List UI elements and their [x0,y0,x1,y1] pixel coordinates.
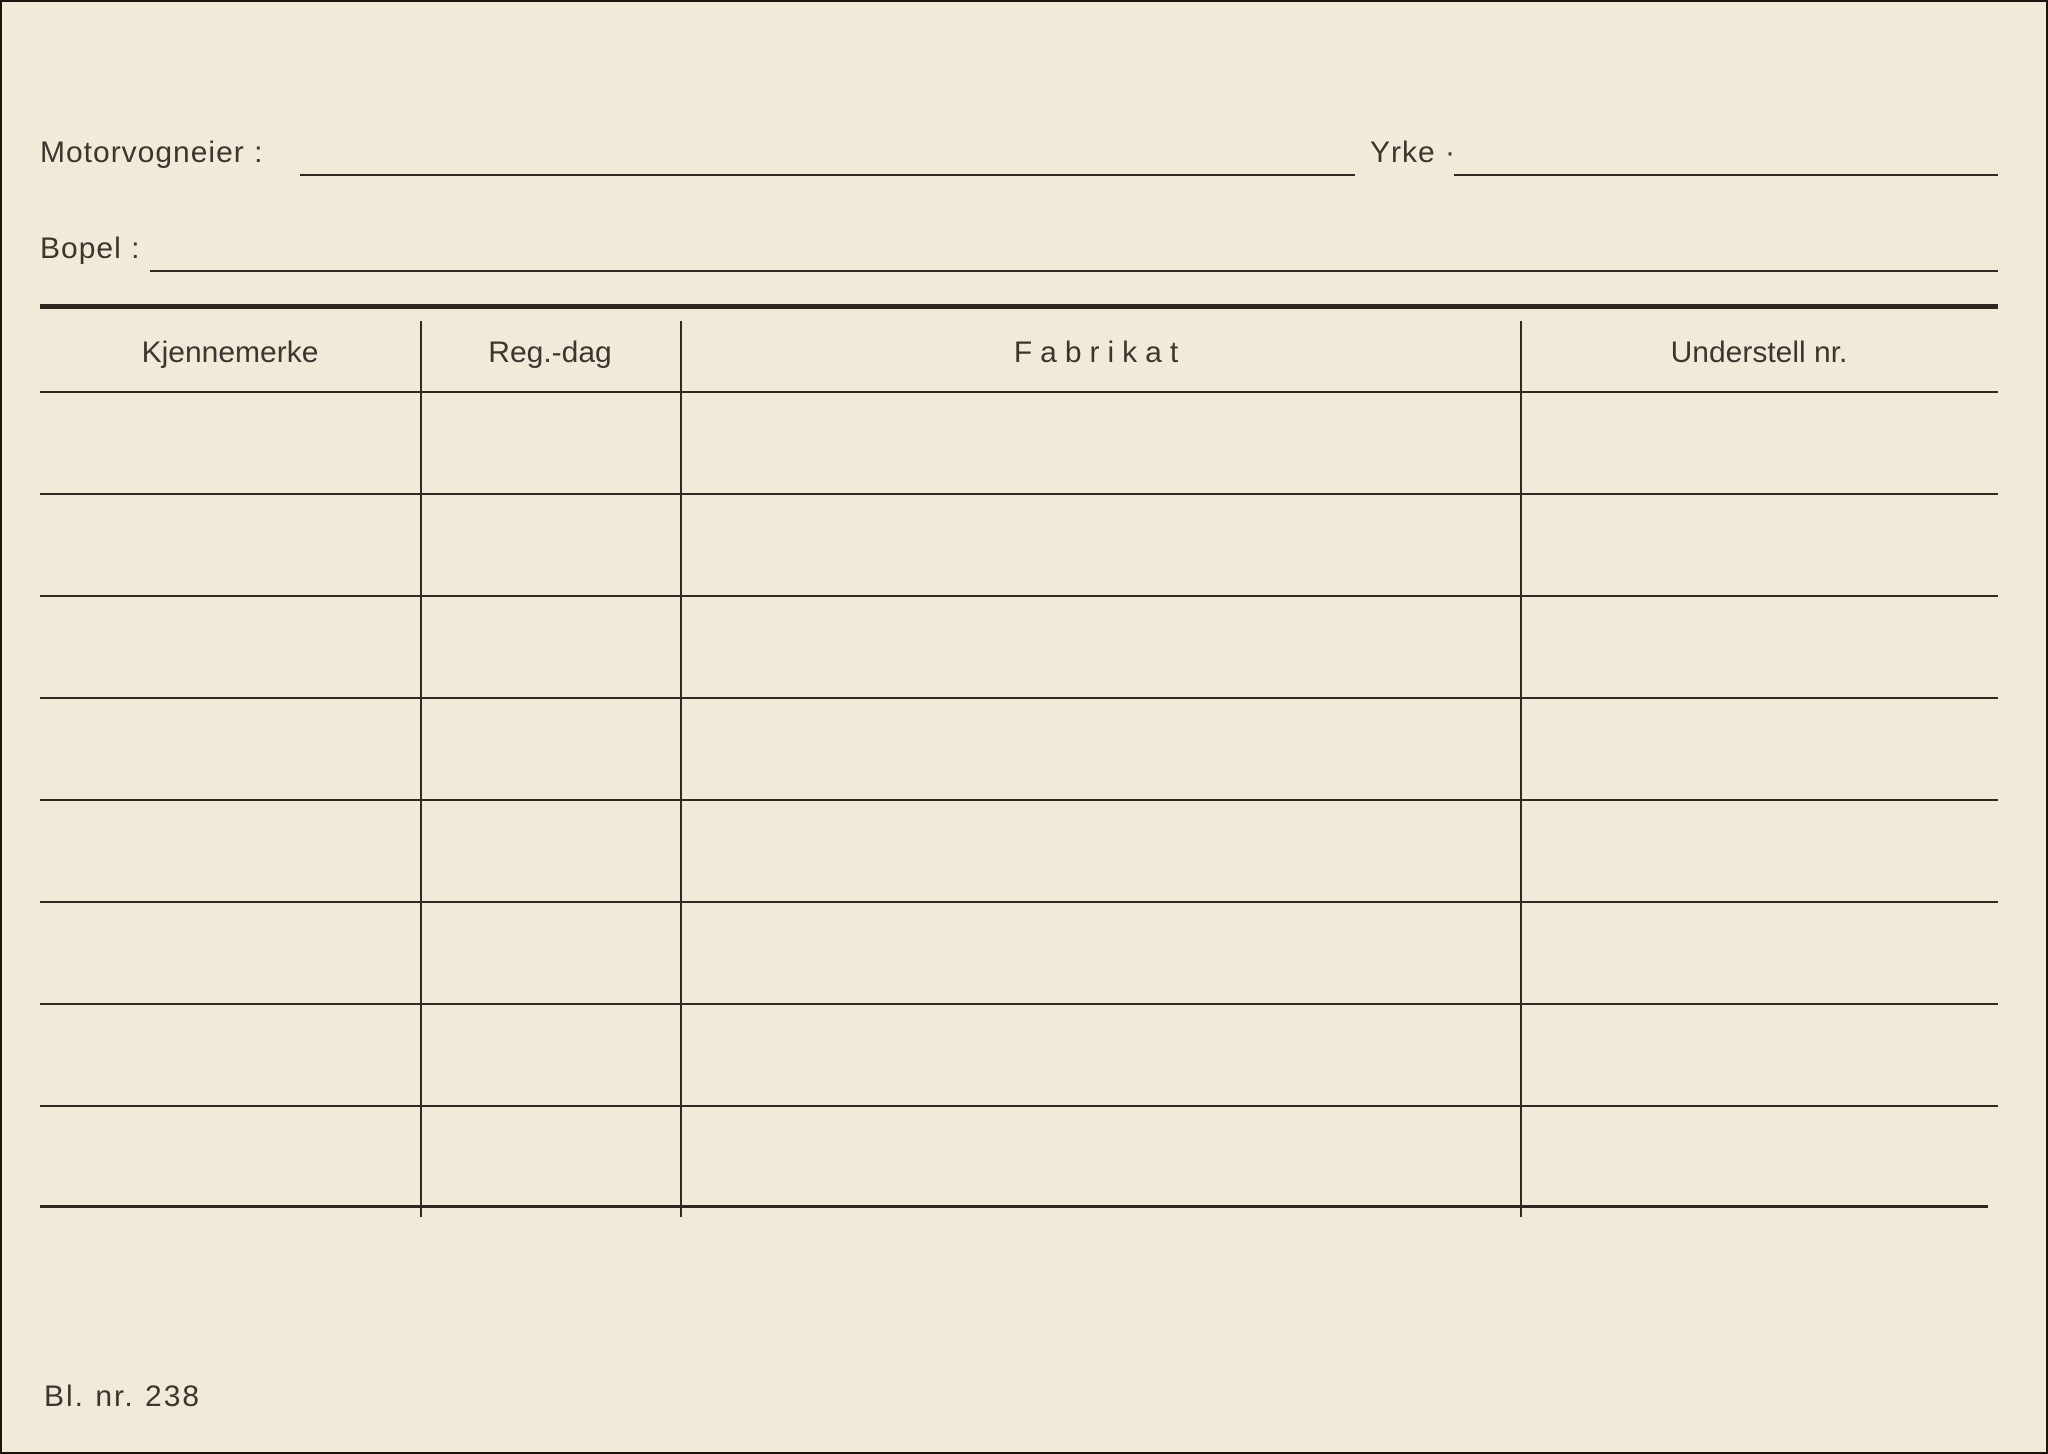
col-sep [420,1107,422,1217]
label-residence: Bopel : [40,232,140,266]
col-sep [1520,699,1522,799]
table-bottom-rule [40,1205,1988,1208]
col-sep [420,597,422,697]
col-sep-3 [1520,321,1522,393]
row-residence: Bopel : [40,218,2008,272]
card-inner: Motorvogneier : Yrke · Bopel : Kjennemer… [40,122,2008,1452]
underline-occupation [1454,174,1998,176]
col-sep [680,699,682,799]
col-sep [680,903,682,1003]
col-sep [420,393,422,493]
label-occupation: Yrke · [1370,136,1456,170]
table-row [40,597,1998,699]
form-number: Bl. nr. 238 [44,1380,201,1414]
col-sep [1520,495,1522,595]
col-header-understell: Understell nr. [1520,315,1998,391]
table-body [40,393,1998,1217]
registration-card: Motorvogneier : Yrke · Bopel : Kjennemer… [0,0,2048,1454]
col-sep [1520,1107,1522,1217]
vehicle-table: Kjennemerke Reg.-dag Fabrikat Understell… [40,304,1998,1217]
col-sep [1520,903,1522,1003]
col-sep [680,495,682,595]
col-sep [680,393,682,493]
col-sep-1 [420,321,422,393]
label-owner: Motorvogneier : [40,136,263,170]
col-sep-2 [680,321,682,393]
col-sep [680,597,682,697]
col-header-kjennemerke: Kjennemerke [40,315,420,391]
row-owner-occupation: Motorvogneier : Yrke · [40,122,2008,176]
col-sep [1520,597,1522,697]
col-sep [420,495,422,595]
col-sep [1520,801,1522,901]
col-sep [680,1005,682,1105]
table-row [40,495,1998,597]
col-sep [1520,1005,1522,1105]
table-header-row: Kjennemerke Reg.-dag Fabrikat Understell… [40,315,1998,393]
table-top-double-rule [40,307,1998,315]
table-row [40,393,1998,495]
underline-residence [150,270,1998,272]
col-sep [420,1005,422,1105]
table-row [40,1005,1998,1107]
col-sep [420,903,422,1003]
col-sep [1520,393,1522,493]
table-row [40,1107,1998,1217]
table-row [40,699,1998,801]
col-sep [680,1107,682,1217]
col-sep [420,801,422,901]
col-sep [420,699,422,799]
underline-owner [300,174,1355,176]
col-header-regdag: Reg.-dag [420,315,680,391]
col-header-fabrikat: Fabrikat [680,315,1520,391]
col-sep [680,801,682,901]
table-row [40,903,1998,1005]
table-row [40,801,1998,903]
